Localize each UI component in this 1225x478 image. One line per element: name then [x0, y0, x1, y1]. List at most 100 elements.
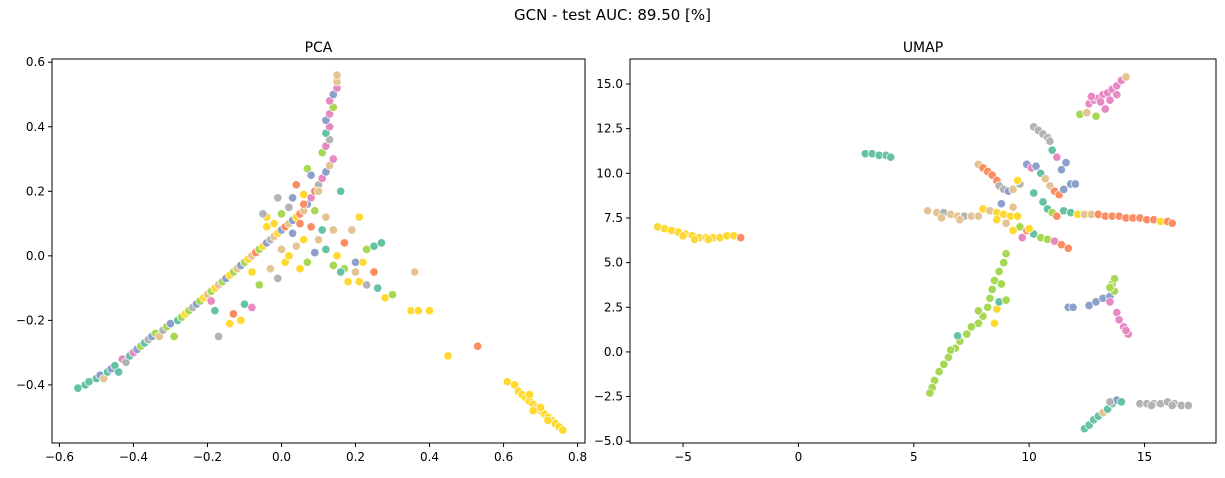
scatter-point — [886, 152, 896, 162]
scatter-point — [973, 306, 983, 316]
scatter-point — [332, 70, 342, 80]
scatter-point — [1013, 175, 1023, 186]
scatter-point — [955, 215, 965, 225]
scatter-point — [1056, 165, 1066, 175]
scatter-point — [313, 186, 324, 196]
scatter-point — [1105, 283, 1115, 293]
scatter-point — [228, 309, 238, 319]
pca-x-tick-label: −0.2 — [193, 450, 222, 464]
umap-x-tick-label: 5 — [910, 450, 918, 464]
scatter-point — [354, 212, 364, 222]
scatter-point — [473, 341, 483, 351]
scatter-point — [925, 388, 935, 398]
scatter-point — [239, 299, 250, 309]
scatter-point — [1063, 243, 1073, 253]
scatter-point — [288, 193, 298, 203]
scatter-point — [306, 170, 316, 180]
scatter-point — [1121, 72, 1131, 82]
scatter-point — [299, 189, 309, 200]
scatter-point — [1017, 233, 1027, 243]
scatter-point — [247, 267, 257, 277]
scatter-point — [310, 248, 320, 258]
scatter-point — [443, 351, 453, 361]
scatter-point — [1052, 211, 1062, 221]
umap-y-tick-label: 5.0 — [604, 256, 623, 270]
scatter-point — [1091, 297, 1101, 307]
scatter-point — [678, 231, 688, 241]
pca-y-tick-label: −0.4 — [16, 378, 45, 392]
umap-x-tick-label: −5 — [674, 450, 692, 464]
umap-x-tick-label: 15 — [1137, 450, 1152, 464]
scatter-point — [1105, 397, 1115, 407]
scatter-point — [328, 154, 338, 164]
scatter-point — [983, 302, 993, 312]
figure-title: GCN - test AUC: 89.50 [%] — [513, 6, 712, 24]
scatter-point — [291, 180, 301, 190]
scatter-point — [939, 359, 949, 369]
scatter-point — [343, 277, 353, 287]
scatter-point — [992, 215, 1002, 225]
scatter-point — [362, 280, 372, 290]
scatter-point — [210, 306, 220, 316]
scatter-point — [1052, 152, 1062, 162]
scatter-point — [313, 235, 324, 245]
scatter-point — [1121, 325, 1131, 336]
scatter-point — [295, 264, 305, 274]
scatter-point — [254, 280, 264, 290]
pca-x-tick-label: 0.0 — [272, 450, 291, 464]
scatter-point — [973, 211, 983, 221]
scatter-point — [994, 266, 1004, 277]
scatter-point — [536, 402, 546, 413]
scatter-point — [966, 322, 976, 332]
scatter-point — [288, 228, 298, 238]
scatter-point — [299, 235, 309, 245]
scatter-point — [1013, 211, 1023, 221]
scatter-point — [1100, 104, 1110, 114]
umap-y-tick-label: 15.0 — [596, 77, 623, 91]
scatter-point — [302, 257, 312, 267]
scatter-point — [973, 318, 983, 328]
scatter-point — [996, 279, 1006, 289]
umap-y-tick-label: −5.0 — [594, 434, 623, 448]
scatter-point — [1105, 95, 1115, 105]
umap-y-tick-label: 7.5 — [604, 211, 623, 225]
scatter-point — [987, 284, 997, 294]
scatter-point — [336, 267, 346, 277]
scatter-point — [306, 222, 316, 232]
scatter-point — [284, 251, 294, 261]
umap-y-tick-label: 10.0 — [596, 166, 623, 180]
scatter-point — [1024, 224, 1034, 234]
pca-y-tick-label: −0.2 — [16, 313, 45, 327]
pca-plot-frame — [51, 58, 586, 444]
scatter-point — [1031, 161, 1041, 171]
scatter-point — [989, 318, 1000, 328]
scatter-point — [1112, 90, 1122, 100]
scatter-point — [985, 293, 995, 303]
scatter-point — [214, 331, 224, 342]
scatter-point — [1061, 158, 1071, 168]
scatter-point — [328, 225, 338, 235]
scatter-point — [1047, 145, 1057, 155]
scatter-point — [276, 244, 287, 254]
scatter-point — [1183, 400, 1193, 411]
umap-y-tick-label: 12.5 — [596, 122, 623, 136]
pca-x-tick-label: −0.4 — [119, 450, 148, 464]
scatter-point — [321, 212, 331, 222]
pca-y-tick-label: 0.0 — [26, 249, 45, 263]
scatter-point — [339, 238, 349, 248]
umap-y-tick-label: −2.5 — [594, 390, 623, 404]
scatter-point — [410, 267, 420, 277]
scatter-point — [923, 206, 933, 216]
scatter-point — [936, 213, 947, 223]
scatter-point — [424, 306, 435, 316]
scatter-point — [321, 244, 331, 254]
pca-x-tick-label: 0.4 — [420, 450, 439, 464]
scatter-point — [362, 244, 372, 254]
pca-x-tick-label: −0.6 — [45, 450, 74, 464]
umap-y-tick-label: 0.0 — [604, 345, 623, 359]
pca-points — [73, 70, 568, 435]
scatter-point — [703, 234, 713, 244]
pca-y-tick-label: 0.6 — [26, 55, 45, 69]
scatter-point — [413, 306, 423, 316]
